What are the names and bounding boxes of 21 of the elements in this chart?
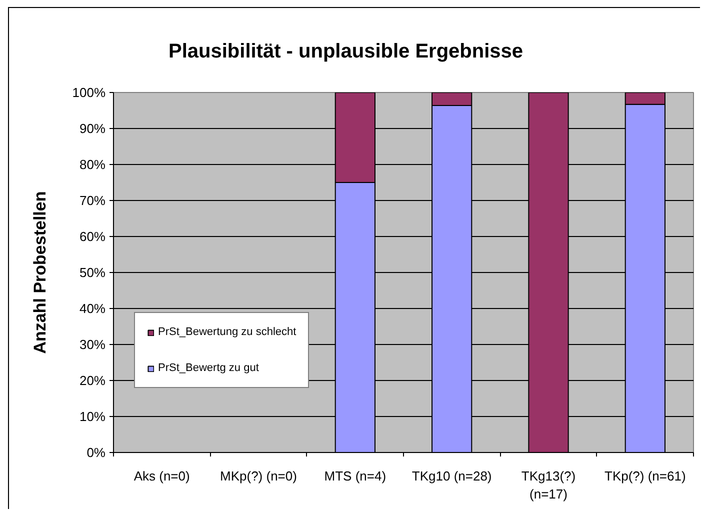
x-tick-label: MKp(?) (n=0)	[220, 468, 297, 484]
y-tick-label: 0%	[86, 445, 106, 460]
y-tick-label: 80%	[79, 157, 106, 172]
y-tick-label: 40%	[79, 301, 106, 316]
chart-title: Plausibilität - unplausible Ergebnisse	[168, 40, 524, 62]
x-tick-label: TKg13(?) (n=17)	[521, 468, 576, 502]
y-tick-label: 10%	[79, 409, 106, 424]
x-tick-label: MTS (n=4)	[324, 468, 386, 484]
y-tick-label: 30%	[79, 337, 106, 352]
y-axis-title: Anzahl Probestellen	[30, 191, 50, 354]
y-tick-label: 60%	[79, 229, 106, 244]
x-tick-label: TKp(?) (n=61)	[604, 468, 686, 484]
y-tick-label: 70%	[79, 193, 106, 208]
x-tick-label: Aks (n=0)	[134, 468, 190, 484]
legend-label: PrSt_Bewertg zu gut	[158, 361, 259, 375]
x-tick-label: TKg10 (n=28)	[412, 468, 492, 484]
y-tick-label: 50%	[79, 265, 106, 280]
legend-label: PrSt_Bewertung zu schlecht	[158, 325, 296, 339]
y-tick-label: 100%	[72, 85, 106, 100]
y-tick-label: 90%	[79, 121, 106, 136]
y-tick-label: 20%	[79, 373, 106, 388]
